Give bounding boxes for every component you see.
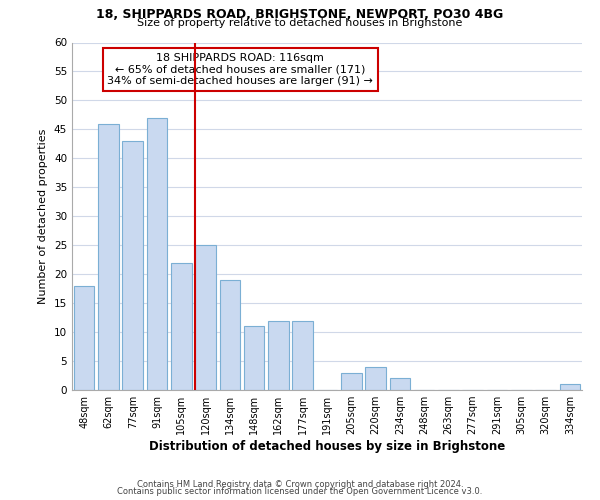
- Bar: [171, 262, 191, 390]
- Bar: [560, 384, 580, 390]
- Bar: [268, 320, 289, 390]
- Bar: [292, 320, 313, 390]
- X-axis label: Distribution of detached houses by size in Brighstone: Distribution of detached houses by size …: [149, 440, 505, 453]
- Text: Contains public sector information licensed under the Open Government Licence v3: Contains public sector information licen…: [118, 487, 482, 496]
- Text: Contains HM Land Registry data © Crown copyright and database right 2024.: Contains HM Land Registry data © Crown c…: [137, 480, 463, 489]
- Bar: [341, 372, 362, 390]
- Bar: [195, 245, 216, 390]
- Text: 18, SHIPPARDS ROAD, BRIGHSTONE, NEWPORT, PO30 4BG: 18, SHIPPARDS ROAD, BRIGHSTONE, NEWPORT,…: [97, 8, 503, 20]
- Bar: [74, 286, 94, 390]
- Text: Size of property relative to detached houses in Brighstone: Size of property relative to detached ho…: [137, 18, 463, 28]
- Bar: [98, 124, 119, 390]
- Text: 18 SHIPPARDS ROAD: 116sqm
← 65% of detached houses are smaller (171)
34% of semi: 18 SHIPPARDS ROAD: 116sqm ← 65% of detac…: [107, 53, 373, 86]
- Bar: [122, 141, 143, 390]
- Bar: [220, 280, 240, 390]
- Bar: [389, 378, 410, 390]
- Bar: [365, 367, 386, 390]
- Bar: [146, 118, 167, 390]
- Bar: [244, 326, 265, 390]
- Y-axis label: Number of detached properties: Number of detached properties: [38, 128, 49, 304]
